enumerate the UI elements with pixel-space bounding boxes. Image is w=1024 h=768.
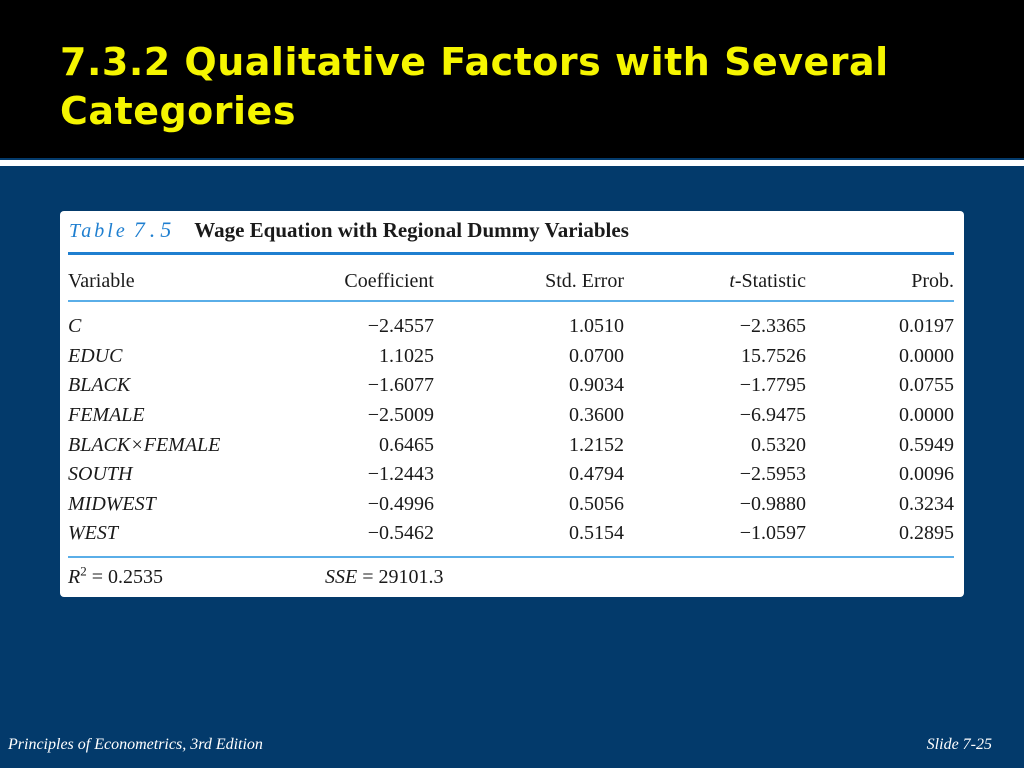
r-squared-exponent: 2 (80, 563, 87, 579)
table-number: 7.5 (133, 217, 177, 242)
cell-t-statistic: −1.0597 (739, 522, 806, 545)
cell-prob: 0.0197 (899, 315, 954, 338)
cell-variable: C (68, 315, 82, 338)
header-coefficient: Coefficient (344, 269, 434, 292)
cell-coefficient: −2.4557 (367, 315, 434, 338)
cell-prob: 0.0000 (899, 344, 954, 367)
table-row: FEMALE −2.5009 0.3600 −6.9475 0.0000 (68, 401, 954, 431)
cell-t-statistic: −0.9880 (739, 492, 806, 515)
cell-t-statistic: 15.7526 (741, 344, 806, 367)
cell-t-statistic: −6.9475 (739, 404, 806, 427)
header-variable: Variable (68, 269, 135, 292)
footer-slide-number: Slide 7-25 (926, 736, 992, 753)
table-caption: Table 7.5 Wage Equation with Regional Dumm… (69, 217, 949, 247)
cell-prob: 0.5949 (899, 433, 954, 456)
table-caption-text: Wage Equation with Regional Dummy Variab… (194, 218, 629, 242)
cell-variable: BLACK×FEMALE (68, 433, 221, 456)
cell-variable: BLACK (68, 374, 131, 397)
header-rule (68, 300, 954, 302)
caption-rule (68, 252, 954, 255)
table-row: BLACK −1.6077 0.9034 −1.7795 0.0755 (68, 371, 954, 401)
cell-std-error: 0.0700 (569, 344, 624, 367)
footer-book-title: Principles of Econometrics, 3rd Edition (8, 736, 263, 753)
header-t-suffix: -Statistic (734, 269, 806, 292)
cell-coefficient: −1.6077 (367, 374, 434, 397)
table-label: Table (69, 220, 128, 242)
slide-title: 7.3.2 Qualitative Factors with Several C… (60, 40, 889, 133)
cell-coefficient: 1.1025 (379, 344, 434, 367)
cell-coefficient: 0.6465 (379, 433, 434, 456)
title-bar (0, 0, 1024, 158)
header-t-italic: t (729, 269, 735, 292)
header-t-statistic: t-Statistic (624, 261, 806, 301)
cell-t-statistic: −1.7795 (739, 374, 806, 397)
cell-coefficient: −0.5462 (367, 522, 434, 545)
header-std-error: Std. Error (545, 269, 624, 292)
cell-std-error: 0.4794 (569, 463, 624, 486)
cell-prob: 0.3234 (899, 492, 954, 515)
cell-variable: MIDWEST (68, 492, 156, 515)
table-row: C −2.4557 1.0510 −2.3365 0.0197 (68, 312, 954, 342)
cell-std-error: 0.3600 (569, 404, 624, 427)
sse-symbol: SSE (325, 566, 358, 588)
cell-variable: EDUC (68, 344, 123, 367)
model-fit-stats: R2 = 0.2535 SSE = 29101.3 (68, 563, 948, 592)
cell-variable: WEST (68, 522, 118, 545)
stats-rule (68, 556, 954, 558)
cell-std-error: 0.5154 (569, 522, 624, 545)
cell-coefficient: −0.4996 (367, 492, 434, 515)
cell-std-error: 1.0510 (569, 315, 624, 338)
table-header-row: Variable Coefficient Std. Error t-Statis… (68, 261, 954, 301)
table-row: WEST −0.5462 0.5154 −1.0597 0.2895 (68, 519, 954, 549)
r-squared-stat: R2 = 0.2535 (68, 563, 163, 589)
cell-std-error: 0.5056 (569, 492, 624, 515)
header-prob: Prob. (911, 269, 954, 292)
sse-value: = 29101.3 (357, 566, 444, 588)
cell-prob: 0.0000 (899, 404, 954, 427)
cell-coefficient: −1.2443 (367, 463, 434, 486)
cell-prob: 0.2895 (899, 522, 954, 545)
cell-coefficient: −2.5009 (367, 404, 434, 427)
regression-table: Variable Coefficient Std. Error t-Statis… (68, 261, 954, 549)
cell-std-error: 0.9034 (569, 374, 624, 397)
r-squared-value: = 0.2535 (86, 566, 163, 588)
cell-t-statistic: −2.3365 (739, 315, 806, 338)
cell-variable: FEMALE (68, 404, 145, 427)
table-row: EDUC 1.1025 0.0700 15.7526 0.0000 (68, 342, 954, 372)
cell-std-error: 1.2152 (569, 433, 624, 456)
r-squared-symbol: R (68, 566, 81, 588)
sse-stat: SSE = 29101.3 (325, 566, 444, 589)
table-row: SOUTH −1.2443 0.4794 −2.5953 0.0096 (68, 460, 954, 490)
cell-prob: 0.0096 (899, 463, 954, 486)
cell-prob: 0.0755 (899, 374, 954, 397)
cell-variable: SOUTH (68, 463, 133, 486)
title-divider (0, 160, 1024, 166)
spacer-row (68, 301, 954, 312)
table-row: BLACK×FEMALE 0.6465 1.2152 0.5320 0.5949 (68, 430, 954, 460)
cell-t-statistic: −2.5953 (739, 463, 806, 486)
table-panel: Table 7.5 Wage Equation with Regional Dumm… (60, 211, 964, 597)
table-row: MIDWEST −0.4996 0.5056 −0.9880 0.3234 (68, 490, 954, 520)
cell-t-statistic: 0.5320 (751, 433, 806, 456)
